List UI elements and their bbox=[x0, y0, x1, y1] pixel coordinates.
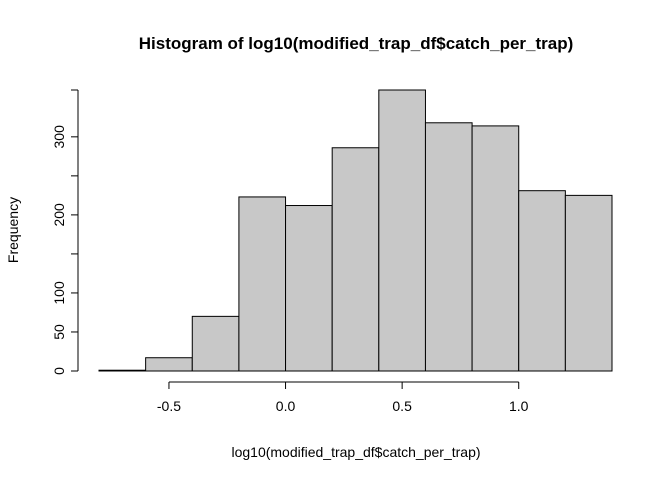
y-tick-label: 300 bbox=[51, 125, 67, 149]
x-axis: -0.5 0.0 0.5 1.0 bbox=[157, 381, 529, 414]
histogram-bar bbox=[238, 196, 287, 372]
y-axis: 0 50 100 200 300 bbox=[51, 89, 79, 375]
histogram-bar bbox=[471, 125, 520, 372]
histogram-bar bbox=[285, 205, 333, 372]
histogram-bar bbox=[424, 122, 473, 372]
histogram-bar bbox=[331, 147, 380, 372]
x-tick-label: -0.5 bbox=[157, 398, 181, 414]
x-tick-label: 0.0 bbox=[276, 398, 296, 414]
histogram-bar bbox=[518, 190, 566, 372]
y-tick-label: 100 bbox=[51, 281, 67, 305]
x-tick-label: 0.5 bbox=[392, 398, 412, 414]
histogram-bar bbox=[191, 315, 240, 372]
x-axis-label: log10(modified_trap_df$catch_per_trap) bbox=[231, 444, 480, 460]
histogram-bar bbox=[564, 194, 613, 372]
histogram-bar bbox=[98, 369, 147, 372]
y-tick-label: 0 bbox=[51, 367, 67, 375]
bars-group bbox=[98, 89, 613, 372]
y-axis-label: Frequency bbox=[5, 197, 21, 263]
x-tick-label: 1.0 bbox=[509, 398, 529, 414]
y-tick-label: 200 bbox=[51, 203, 67, 227]
histogram-bar bbox=[145, 357, 193, 372]
histogram-bar bbox=[378, 89, 426, 372]
chart-title: Histogram of log10(modified_trap_df$catc… bbox=[139, 34, 574, 53]
y-tick-label: 50 bbox=[51, 324, 67, 340]
